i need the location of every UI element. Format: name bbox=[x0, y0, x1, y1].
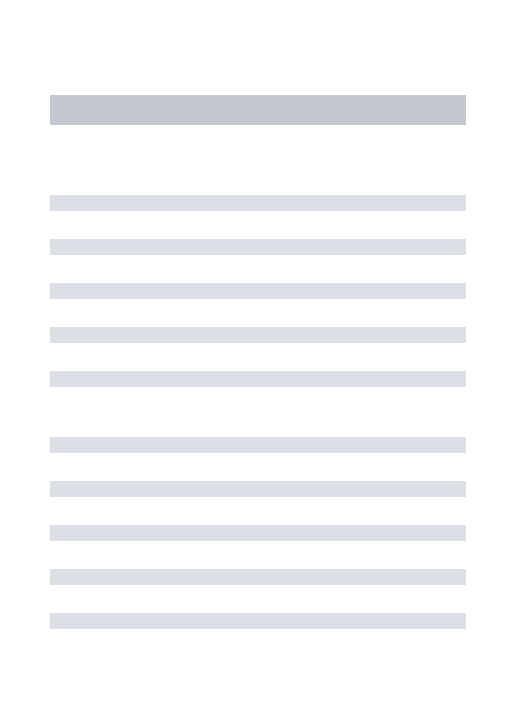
skeleton-line bbox=[50, 613, 466, 629]
skeleton-title-area bbox=[50, 95, 466, 125]
skeleton-line bbox=[50, 481, 466, 497]
skeleton-line bbox=[50, 239, 466, 255]
skeleton-line bbox=[50, 327, 466, 343]
skeleton-line bbox=[50, 569, 466, 585]
skeleton-line bbox=[50, 437, 466, 453]
skeleton-title-bar bbox=[50, 95, 466, 125]
skeleton-section-2 bbox=[50, 437, 466, 629]
skeleton-line bbox=[50, 195, 466, 211]
skeleton-line bbox=[50, 371, 466, 387]
skeleton-line bbox=[50, 283, 466, 299]
skeleton-line bbox=[50, 525, 466, 541]
skeleton-section-1 bbox=[50, 195, 466, 387]
